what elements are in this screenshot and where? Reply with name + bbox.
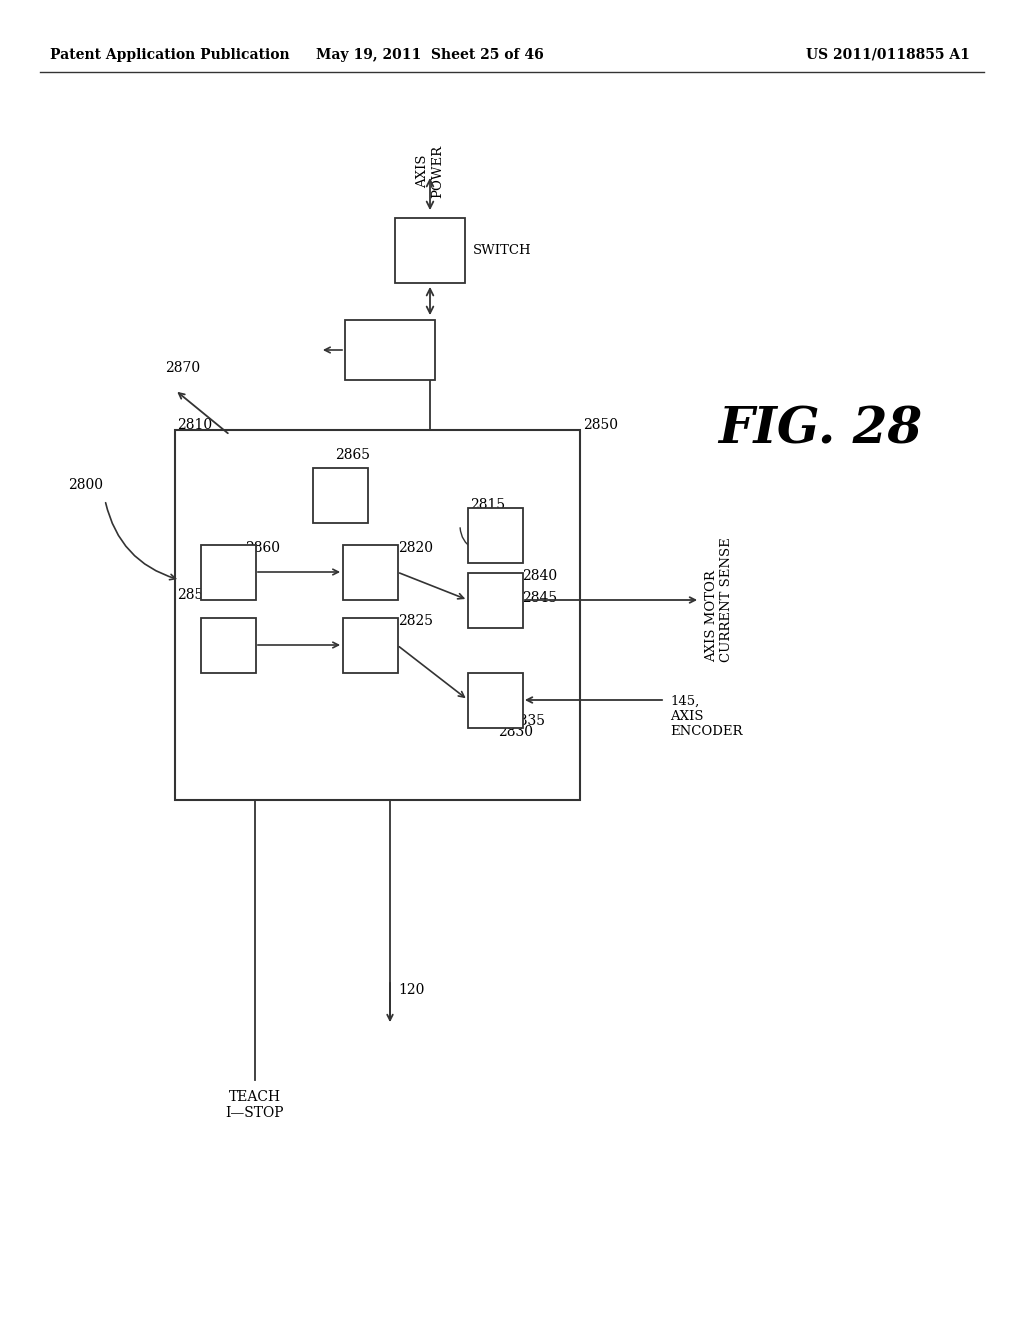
Text: 2825: 2825 (398, 614, 433, 628)
Text: FIG. 28: FIG. 28 (718, 405, 922, 454)
Text: 2865: 2865 (335, 447, 370, 462)
Text: US 2011/0118855 A1: US 2011/0118855 A1 (806, 48, 970, 62)
Text: AXIS MOTOR
CURRENT SENSE: AXIS MOTOR CURRENT SENSE (705, 537, 733, 663)
Bar (312, 467, 368, 523)
Text: 2840: 2840 (522, 569, 557, 583)
Bar (468, 507, 522, 562)
Bar (468, 672, 522, 727)
Text: 2860: 2860 (245, 541, 280, 554)
Text: 2800: 2800 (68, 478, 103, 492)
Bar (342, 618, 397, 672)
Text: 2830: 2830 (498, 725, 534, 739)
Text: 2845: 2845 (522, 591, 557, 605)
Text: Patent Application Publication: Patent Application Publication (50, 48, 290, 62)
Bar (175, 430, 580, 800)
Text: May 19, 2011  Sheet 25 of 46: May 19, 2011 Sheet 25 of 46 (316, 48, 544, 62)
Text: 2835: 2835 (510, 714, 545, 729)
Text: 2810: 2810 (177, 418, 212, 432)
Text: 2870: 2870 (165, 360, 200, 375)
Bar (395, 218, 465, 282)
Text: SWITCH: SWITCH (473, 243, 531, 256)
Bar (201, 544, 256, 599)
Text: 145,
AXIS
ENCODER: 145, AXIS ENCODER (670, 696, 742, 738)
Text: 2850: 2850 (583, 418, 618, 432)
Bar (468, 573, 522, 627)
Text: PLUR
BUS: PLUR BUS (372, 337, 408, 364)
Text: TEACH
I—STOP: TEACH I—STOP (225, 1090, 285, 1121)
Text: 2815: 2815 (470, 498, 505, 512)
Bar (342, 544, 397, 599)
Bar (201, 618, 256, 672)
Text: 120: 120 (398, 983, 424, 997)
Text: AXIS
POWER: AXIS POWER (416, 145, 444, 198)
Text: 2820: 2820 (398, 541, 433, 554)
Bar (345, 319, 435, 380)
Text: 2855: 2855 (177, 587, 212, 602)
